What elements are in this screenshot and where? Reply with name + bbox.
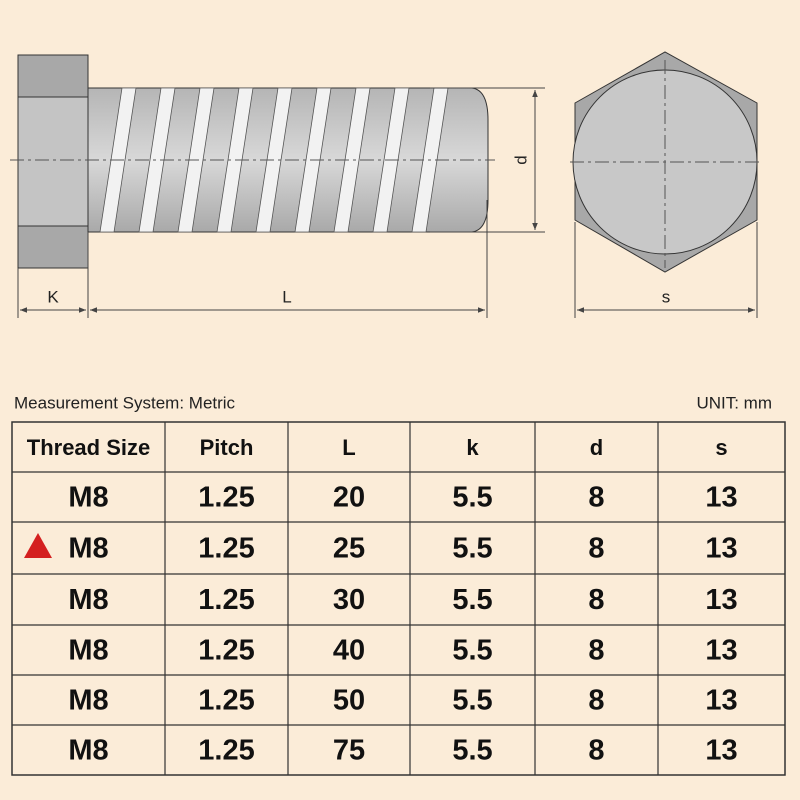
table-cell: 5.5 [452, 584, 492, 616]
label-d: d [511, 155, 530, 164]
label-k: K [47, 287, 59, 306]
table-border [11, 421, 786, 776]
header-cell: d [590, 435, 603, 460]
caption-unit: UNIT: mm [696, 393, 772, 412]
header-cell: s [715, 435, 727, 460]
table-cell: M8 [68, 635, 108, 667]
label-s: s [662, 287, 671, 306]
table-cell: 20 [333, 482, 365, 514]
table-cell: 30 [333, 584, 365, 616]
table-cell: 8 [588, 635, 604, 667]
table-cell: 8 [588, 533, 604, 565]
table-cell: 5.5 [452, 685, 492, 717]
table-cell: M8 [68, 735, 108, 767]
header-cell: Thread Size [27, 435, 150, 460]
table-cell: 1.25 [198, 735, 254, 767]
table-cell: 8 [588, 584, 604, 616]
head-facet [17, 54, 89, 98]
header-cell: k [466, 435, 479, 460]
table-cell: M8 [68, 685, 108, 717]
table-cell: M8 [68, 482, 108, 514]
head-facet [17, 225, 89, 269]
table-cell: 25 [333, 533, 365, 565]
table-cell: 13 [705, 533, 737, 565]
thread [138, 87, 176, 233]
table-cell: M8 [68, 533, 108, 565]
table-cell: 13 [705, 685, 737, 717]
table-cell: 5.5 [452, 482, 492, 514]
table-cell: 13 [705, 635, 737, 667]
table-cell: 1.25 [198, 584, 254, 616]
table-cell: 1.25 [198, 533, 254, 565]
caption-system: Measurement System: Metric [14, 393, 236, 412]
table-cell: 13 [705, 735, 737, 767]
table-cell: M8 [68, 584, 108, 616]
table-cell: 13 [705, 584, 737, 616]
table-cell: 8 [588, 735, 604, 767]
table-cell: 5.5 [452, 533, 492, 565]
table-cell: 8 [588, 685, 604, 717]
table-cell: 5.5 [452, 735, 492, 767]
marker-icon [24, 533, 52, 558]
table-cell: 50 [333, 685, 365, 717]
table-cell: 40 [333, 635, 365, 667]
thread [333, 87, 371, 233]
header-cell: L [342, 435, 355, 460]
table-cell: 5.5 [452, 635, 492, 667]
table-cell: 1.25 [198, 635, 254, 667]
header-cell: Pitch [200, 435, 254, 460]
label-l: L [282, 287, 291, 306]
table-cell: 1.25 [198, 685, 254, 717]
table-cell: 8 [588, 482, 604, 514]
table-cell: 75 [333, 735, 365, 767]
dimensions: K L d s [17, 87, 758, 318]
table-cell: 1.25 [198, 482, 254, 514]
table-cell: 13 [705, 482, 737, 514]
